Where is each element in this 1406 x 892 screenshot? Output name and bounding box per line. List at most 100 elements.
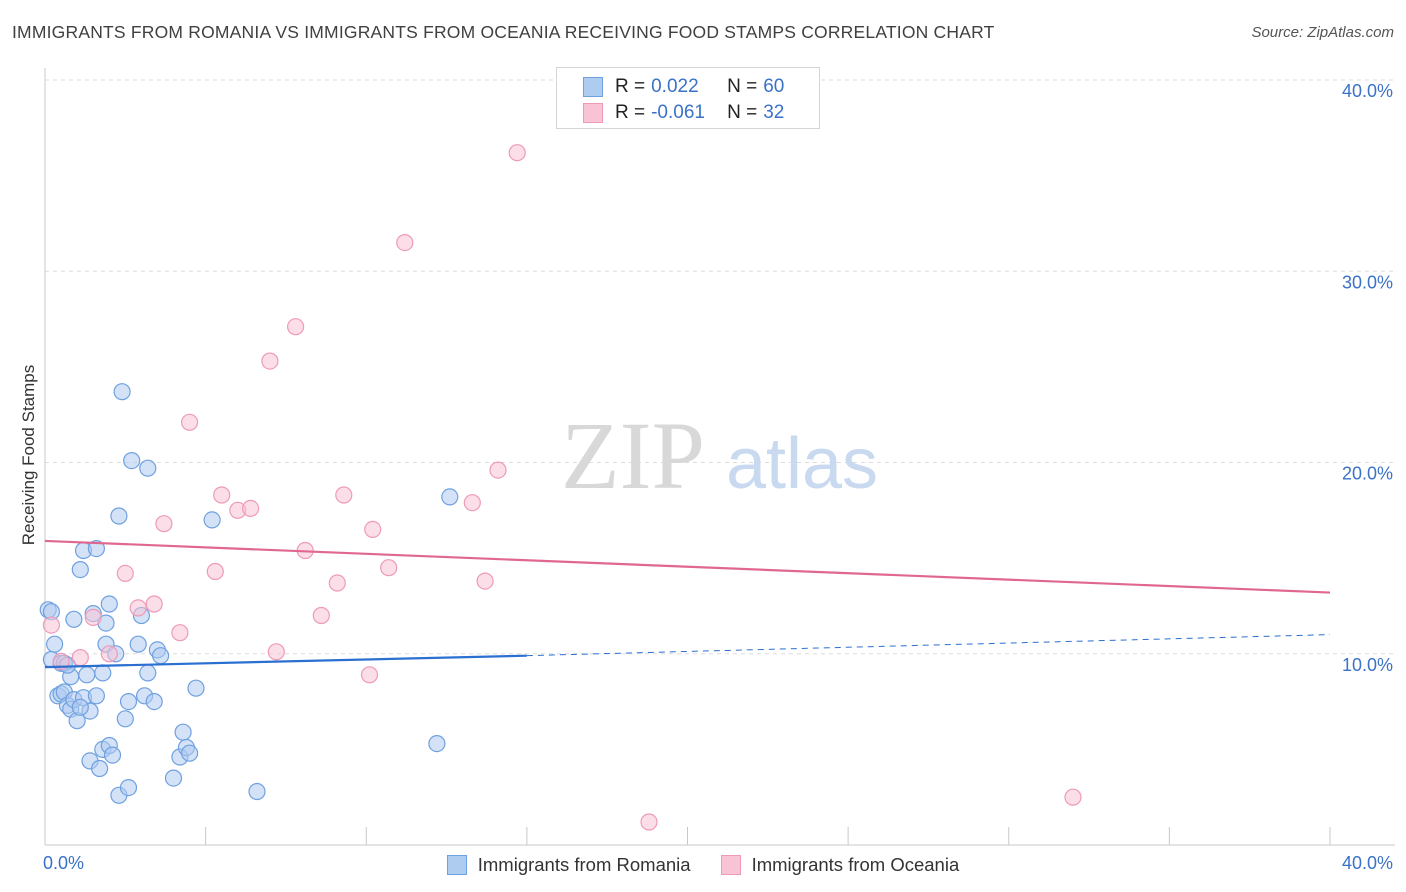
point-romania	[203, 511, 221, 529]
point-oceania	[287, 318, 305, 336]
legend-swatch-romania	[583, 77, 603, 97]
trend-lines	[44, 539, 1331, 669]
point-romania	[428, 734, 446, 753]
x-tick-label-max: 40.0%	[1342, 853, 1393, 873]
trend-line-romania	[44, 654, 527, 669]
point-romania	[152, 647, 170, 665]
point-romania	[181, 744, 199, 762]
point-oceania	[364, 520, 382, 539]
series-swatch-oceania	[720, 855, 741, 875]
series-swatch-romania	[446, 855, 467, 875]
point-oceania	[100, 645, 118, 663]
point-oceania	[242, 499, 260, 517]
point-oceania	[380, 559, 398, 577]
point-oceania	[1064, 788, 1082, 806]
point-oceania	[267, 643, 285, 661]
chart-title: IMMIGRANTS FROM ROMANIA VS IMMIGRANTS FR…	[12, 22, 995, 42]
point-romania	[123, 452, 141, 470]
point-oceania	[463, 494, 481, 512]
series-legend-oceania: Immigrants from Oceania	[720, 852, 960, 878]
series-name-romania: Immigrants from Romania	[477, 854, 691, 875]
point-oceania	[508, 144, 526, 162]
point-romania	[164, 769, 183, 787]
point-romania	[71, 560, 89, 579]
point-oceania	[84, 608, 102, 627]
series-name-oceania: Immigrants from Oceania	[751, 854, 960, 875]
y-tick-label: 10.0%	[1342, 655, 1393, 675]
legend-r-label: R =	[615, 76, 646, 97]
y-tick-label: 20.0%	[1342, 464, 1393, 484]
legend-row-oceania: R = -0.061 N = 32	[583, 100, 784, 126]
point-oceania	[42, 616, 61, 634]
tick-labels: 10.0% 20.0% 30.0% 40.0% 0.0% 40.0%	[43, 81, 1393, 873]
point-romania	[441, 488, 459, 506]
point-oceania	[328, 574, 346, 592]
point-romania	[94, 664, 112, 682]
point-oceania	[335, 486, 353, 504]
point-oceania	[261, 352, 279, 370]
legend-n-value: 32	[763, 102, 785, 123]
point-oceania	[71, 648, 89, 667]
y-tick-label: 40.0%	[1342, 81, 1393, 101]
series-legend-romania: Immigrants from Romania	[446, 852, 691, 878]
point-romania	[248, 782, 266, 801]
point-romania	[110, 507, 128, 525]
legend-r-label: R =	[615, 102, 646, 123]
axes	[44, 68, 1395, 846]
legend-row-romania: R = 0.022 N = 60	[583, 74, 784, 100]
legend-n-label: N =	[727, 102, 758, 123]
legend-r-value: -0.061	[651, 102, 705, 123]
point-oceania	[476, 572, 494, 590]
point-romania	[129, 635, 147, 653]
point-romania	[119, 692, 138, 711]
x-tick-label-min: 0.0%	[43, 853, 84, 873]
point-oceania	[52, 652, 70, 671]
y-tick-label: 30.0%	[1342, 272, 1393, 292]
point-romania	[90, 759, 109, 778]
point-oceania	[213, 486, 231, 504]
legend-swatch-oceania	[583, 103, 603, 123]
legend-n-label: N =	[727, 76, 758, 97]
point-oceania	[116, 564, 134, 583]
correlation-legend: R = 0.022 N = 60 R = -0.061 N = 32	[556, 67, 820, 129]
point-oceania	[145, 595, 163, 613]
point-romania	[174, 723, 192, 741]
watermark: ZIP atlas	[561, 402, 878, 509]
point-oceania	[489, 461, 507, 479]
point-romania	[139, 664, 157, 682]
trend-extension-romania	[526, 634, 1331, 657]
point-romania	[116, 710, 134, 728]
point-oceania	[312, 606, 330, 625]
watermark-zip: ZIP	[561, 402, 705, 509]
point-oceania	[396, 234, 414, 252]
point-oceania	[640, 813, 658, 831]
point-romania	[187, 679, 205, 697]
point-romania	[103, 746, 122, 764]
source-label: Source: ZipAtlas.com	[1251, 24, 1394, 41]
point-oceania	[171, 624, 189, 642]
point-romania	[113, 383, 131, 401]
point-romania	[71, 698, 89, 716]
point-oceania	[129, 599, 147, 617]
point-oceania	[206, 562, 224, 581]
point-romania	[78, 666, 96, 684]
series-legend: Immigrants from Romania Immigrants from …	[0, 852, 1406, 878]
point-romania	[119, 778, 138, 797]
point-oceania	[181, 413, 199, 431]
point-romania	[45, 635, 64, 653]
point-romania	[87, 539, 106, 558]
point-romania	[87, 687, 106, 705]
trend-line-oceania	[44, 539, 1331, 594]
data-points	[39, 144, 1082, 831]
y-axis-label: Receiving Food Stamps	[19, 364, 38, 546]
point-romania	[139, 459, 157, 477]
point-oceania	[155, 515, 173, 533]
point-oceania	[360, 666, 379, 684]
legend-n-value: 60	[763, 76, 785, 97]
point-romania	[145, 692, 163, 711]
point-romania	[65, 610, 83, 628]
point-romania	[100, 595, 118, 613]
watermark-atlas: atlas	[726, 424, 878, 504]
legend-r-value: 0.022	[651, 76, 699, 97]
